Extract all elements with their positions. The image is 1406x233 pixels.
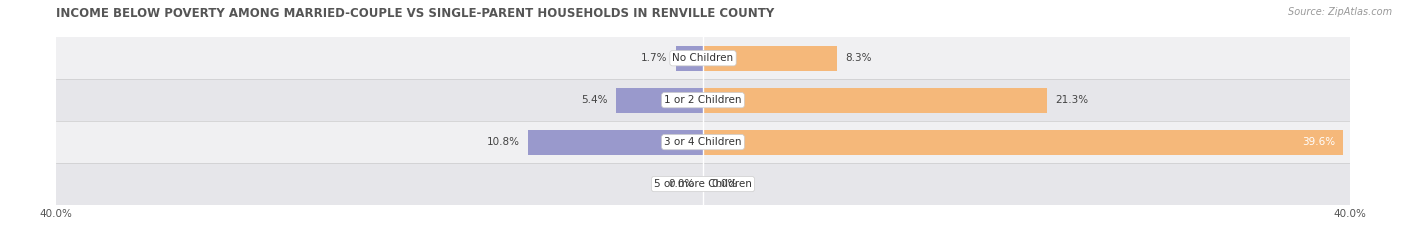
Text: INCOME BELOW POVERTY AMONG MARRIED-COUPLE VS SINGLE-PARENT HOUSEHOLDS IN RENVILL: INCOME BELOW POVERTY AMONG MARRIED-COUPL… <box>56 7 775 20</box>
Text: 10.8%: 10.8% <box>488 137 520 147</box>
Text: No Children: No Children <box>672 53 734 63</box>
Text: 1 or 2 Children: 1 or 2 Children <box>664 95 742 105</box>
Text: 0.0%: 0.0% <box>669 179 695 189</box>
Bar <box>56 163 1350 205</box>
Bar <box>703 88 1047 113</box>
Bar <box>56 79 1350 121</box>
Text: 39.6%: 39.6% <box>1302 137 1336 147</box>
Text: 5.4%: 5.4% <box>581 95 607 105</box>
Text: 5 or more Children: 5 or more Children <box>654 179 752 189</box>
Bar <box>56 121 1350 163</box>
Text: 1.7%: 1.7% <box>641 53 668 63</box>
Bar <box>703 46 837 71</box>
Bar <box>529 130 703 155</box>
Text: 3 or 4 Children: 3 or 4 Children <box>664 137 742 147</box>
Text: Source: ZipAtlas.com: Source: ZipAtlas.com <box>1288 7 1392 17</box>
Bar <box>56 37 1350 79</box>
Bar <box>616 88 703 113</box>
Text: 21.3%: 21.3% <box>1056 95 1088 105</box>
Text: 8.3%: 8.3% <box>845 53 872 63</box>
Bar <box>703 130 1343 155</box>
Bar <box>675 46 703 71</box>
Text: 0.0%: 0.0% <box>711 179 737 189</box>
